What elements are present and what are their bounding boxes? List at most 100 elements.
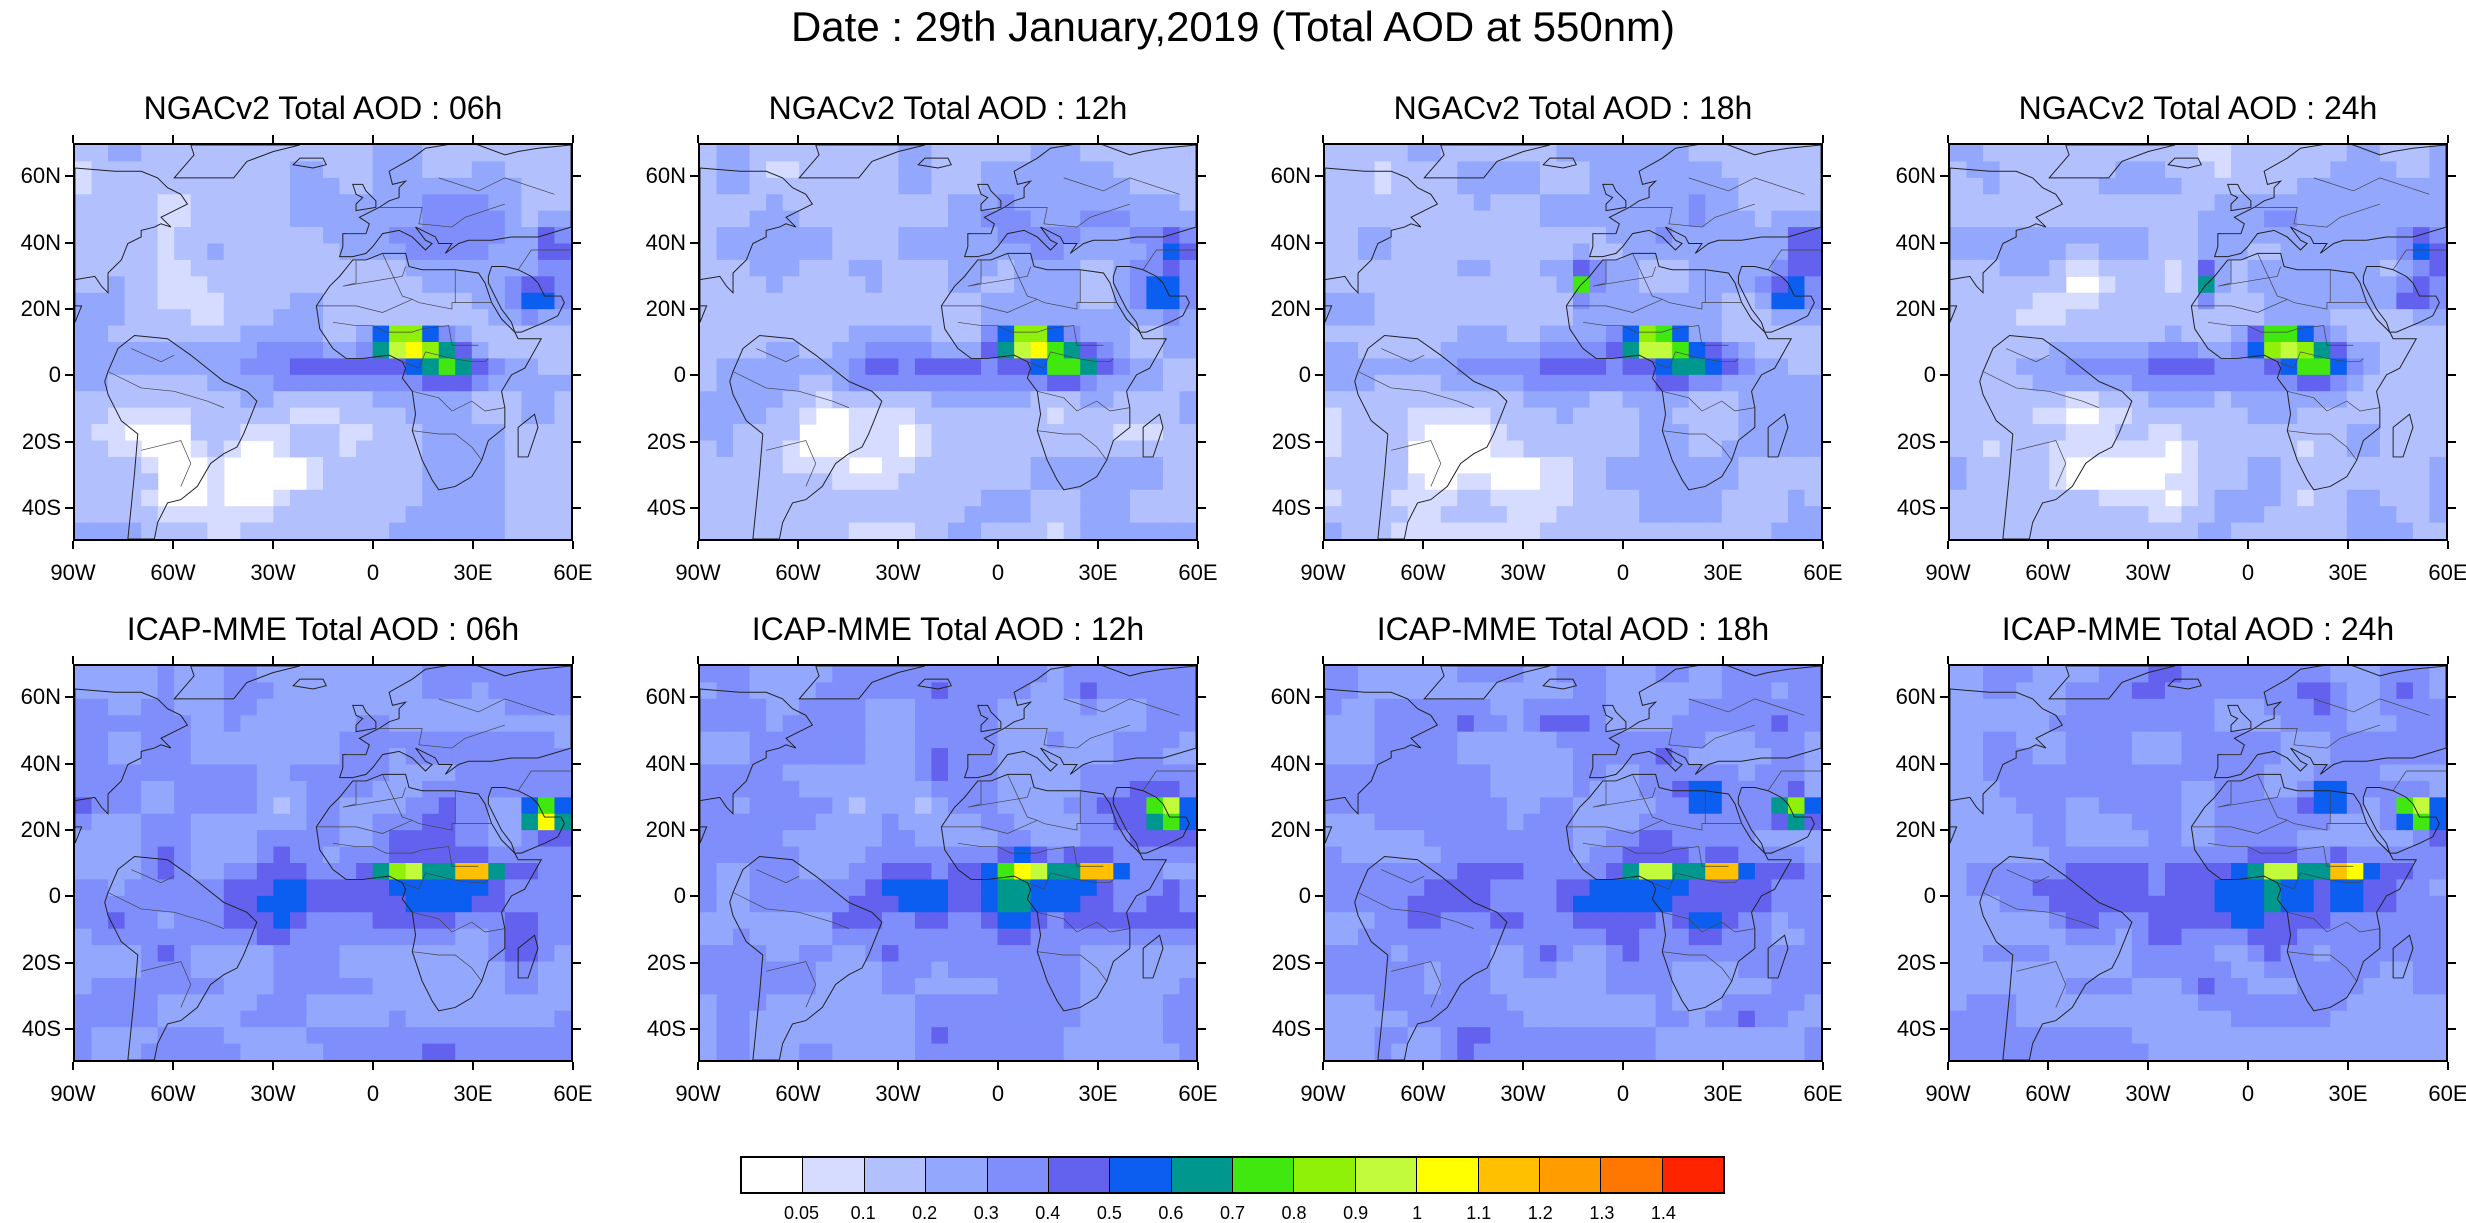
aod-cell — [2215, 391, 2232, 408]
aod-cell — [1031, 424, 1048, 441]
aod-cell — [1130, 490, 1147, 507]
aod-cell — [158, 326, 175, 343]
lat-tick — [65, 441, 73, 443]
aod-cell — [1689, 391, 1706, 408]
aod-cell — [849, 732, 866, 749]
aod-cell — [1408, 227, 1425, 244]
aod-cell — [2016, 408, 2033, 425]
aod-cell — [733, 211, 750, 228]
aod-cell — [1064, 896, 1081, 913]
aod-cell — [1540, 424, 1557, 441]
aod-cell — [1146, 962, 1163, 979]
aod-cell — [92, 781, 109, 798]
aod-cell — [783, 523, 800, 539]
aod-cell — [1606, 863, 1623, 880]
aod-cell — [1424, 863, 1441, 880]
aod-cell — [783, 490, 800, 507]
aod-cell — [783, 978, 800, 995]
aod-cell — [1408, 682, 1425, 699]
aod-cell — [356, 342, 373, 359]
aod-cell — [306, 732, 323, 749]
aod-cell — [1113, 244, 1130, 261]
aod-cell — [1047, 715, 1064, 732]
aod-cell — [1950, 391, 1967, 408]
aod-cell — [224, 161, 241, 178]
aod-cell — [898, 523, 915, 539]
aod-cell — [717, 1044, 734, 1060]
aod-cell — [1179, 978, 1196, 995]
aod-cell — [356, 699, 373, 716]
aod-cell — [882, 1027, 899, 1044]
aod-cell — [1457, 276, 1474, 293]
aod-cell — [882, 978, 899, 995]
aod-cell — [766, 178, 783, 195]
aod-cell — [2049, 244, 2066, 261]
aod-cell — [290, 506, 307, 523]
aod-cell — [1375, 748, 1392, 765]
aod-cell — [224, 715, 241, 732]
aod-cell — [1080, 424, 1097, 441]
aod-cell — [240, 276, 257, 293]
aod-cell — [948, 293, 965, 310]
aod-cell — [931, 457, 948, 474]
aod-cell — [538, 375, 555, 392]
aod-cell — [505, 748, 522, 765]
aod-cell — [92, 260, 109, 277]
aod-cell — [2281, 309, 2298, 326]
aod-cell — [1689, 506, 1706, 523]
aod-cell — [2314, 309, 2331, 326]
aod-cell — [323, 473, 340, 490]
aod-cell — [538, 929, 555, 946]
aod-cell — [1540, 391, 1557, 408]
aod-cell — [373, 490, 390, 507]
aod-cell — [948, 473, 965, 490]
aod-cell — [931, 994, 948, 1011]
aod-cell — [998, 506, 1015, 523]
aod-cell — [521, 358, 538, 375]
aod-cell — [554, 962, 571, 979]
aod-cell — [1375, 293, 1392, 310]
aod-cell — [240, 211, 257, 228]
aod-cell — [406, 161, 423, 178]
aod-cell — [766, 391, 783, 408]
aod-cell — [1325, 490, 1342, 507]
aod-cell — [2330, 194, 2347, 211]
aod-cell — [799, 293, 816, 310]
aod-cell — [1490, 244, 1507, 261]
aod-cell — [1163, 699, 1180, 716]
aod-cell — [1672, 424, 1689, 441]
aod-cell — [108, 457, 125, 474]
aod-cell — [1983, 227, 2000, 244]
aod-cell — [1556, 781, 1573, 798]
aod-cell — [1325, 863, 1342, 880]
aod-cell — [2165, 293, 2182, 310]
aod-cell — [882, 765, 899, 782]
aod-cell — [998, 178, 1015, 195]
aod-cell — [158, 358, 175, 375]
aod-cell — [766, 293, 783, 310]
aod-cell — [717, 309, 734, 326]
aod-cell — [389, 666, 406, 683]
aod-cell — [1424, 523, 1441, 539]
aod-cell — [191, 863, 208, 880]
aod-cell — [1375, 781, 1392, 798]
aod-cell — [1606, 847, 1623, 864]
aod-cell — [865, 194, 882, 211]
aod-cell — [816, 227, 833, 244]
aod-cell — [455, 293, 472, 310]
aod-cell — [882, 748, 899, 765]
aod-cell — [2231, 276, 2248, 293]
aod-cell — [865, 211, 882, 228]
aod-cell — [1031, 879, 1048, 896]
aod-cell — [717, 912, 734, 929]
aod-cell — [1408, 276, 1425, 293]
aod-cell — [849, 342, 866, 359]
aod-cell — [306, 506, 323, 523]
aod-cell — [1130, 994, 1147, 1011]
aod-cell — [2429, 276, 2446, 293]
aod-cell — [191, 326, 208, 343]
aod-cell — [717, 814, 734, 831]
aod-cell — [1080, 1011, 1097, 1028]
aod-cell — [191, 342, 208, 359]
lat-label: 60N — [1, 164, 61, 188]
